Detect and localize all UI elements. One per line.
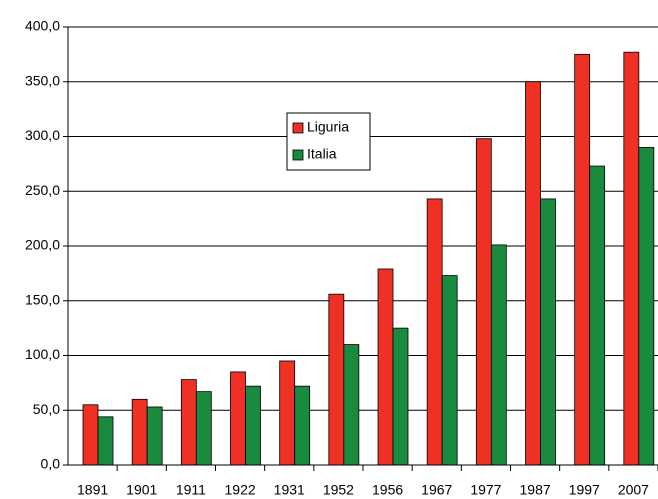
x-tick-label: 1931 xyxy=(274,482,305,498)
bar xyxy=(131,398,148,466)
bar xyxy=(441,275,458,466)
x-tick-label: 1911 xyxy=(176,482,206,498)
bar xyxy=(426,198,443,466)
bar xyxy=(540,198,556,466)
x-tick-label: 1987 xyxy=(520,482,551,498)
bar xyxy=(294,385,311,466)
bar xyxy=(638,147,655,466)
y-tick-label: 200,0 xyxy=(25,237,60,253)
x-tick-label: 1956 xyxy=(372,482,403,498)
legend-swatch xyxy=(292,122,304,134)
bar xyxy=(245,385,261,466)
y-tick-label: 100,0 xyxy=(25,346,60,362)
y-tick-label: 0,0 xyxy=(41,456,61,472)
x-tick-label: 1967 xyxy=(421,482,452,498)
x-tick-label: 1922 xyxy=(225,482,256,498)
bar xyxy=(230,371,246,466)
bar xyxy=(180,379,197,466)
bar xyxy=(377,268,394,466)
bar xyxy=(525,81,541,466)
y-tick-label: 300,0 xyxy=(25,127,60,143)
bar xyxy=(490,244,507,466)
y-tick-label: 250,0 xyxy=(25,182,60,198)
x-tick-label: 1977 xyxy=(470,482,501,498)
x-tick-label: 1952 xyxy=(323,482,354,498)
bar xyxy=(475,138,492,466)
bar xyxy=(623,51,640,466)
y-tick-label: 50,0 xyxy=(33,401,60,417)
legend-swatch xyxy=(292,149,304,161)
x-tick-label: 2007 xyxy=(618,482,649,498)
bar xyxy=(574,53,591,466)
bar xyxy=(589,165,606,466)
bar xyxy=(328,293,345,466)
x-tick-label: 1901 xyxy=(126,482,157,498)
bar xyxy=(195,391,212,466)
x-tick-label: 1997 xyxy=(569,482,600,498)
legend-label: Liguria xyxy=(307,119,349,135)
y-tick-label: 400,0 xyxy=(25,18,60,34)
bar xyxy=(146,406,163,466)
bar xyxy=(343,344,360,466)
bar xyxy=(97,416,114,466)
legend-label: Italia xyxy=(307,146,337,162)
bar xyxy=(279,360,296,466)
legend-box xyxy=(286,112,371,171)
y-tick-label: 150,0 xyxy=(25,291,60,307)
bar xyxy=(82,404,99,466)
bar xyxy=(392,327,409,466)
y-tick-label: 350,0 xyxy=(25,72,60,88)
x-tick-label: 1891 xyxy=(77,482,108,498)
